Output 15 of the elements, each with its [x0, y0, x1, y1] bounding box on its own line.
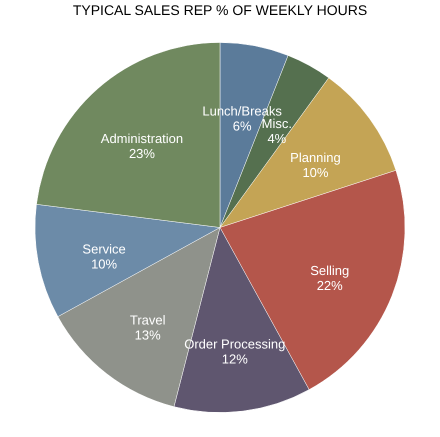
- data-label: 13%: [134, 328, 162, 343]
- data-label: 4%: [267, 131, 287, 146]
- slice-label: Planning: [290, 150, 341, 166]
- slice-label: Service: [82, 242, 126, 257]
- chart-title: TYPICAL SALES REP % OF WEEKLY HOURS: [72, 2, 368, 18]
- data-label: 23%: [128, 146, 156, 161]
- data-label: 22%: [316, 278, 344, 293]
- slice-label: Misc.: [262, 116, 292, 132]
- slice-label: Travel: [130, 312, 166, 328]
- slice-label: Selling: [310, 262, 350, 278]
- data-label: 6%: [232, 118, 252, 134]
- data-label: 12%: [222, 352, 248, 367]
- data-label: 10%: [91, 256, 118, 272]
- slice-label: Administration: [100, 130, 184, 146]
- data-label: 10%: [302, 165, 329, 180]
